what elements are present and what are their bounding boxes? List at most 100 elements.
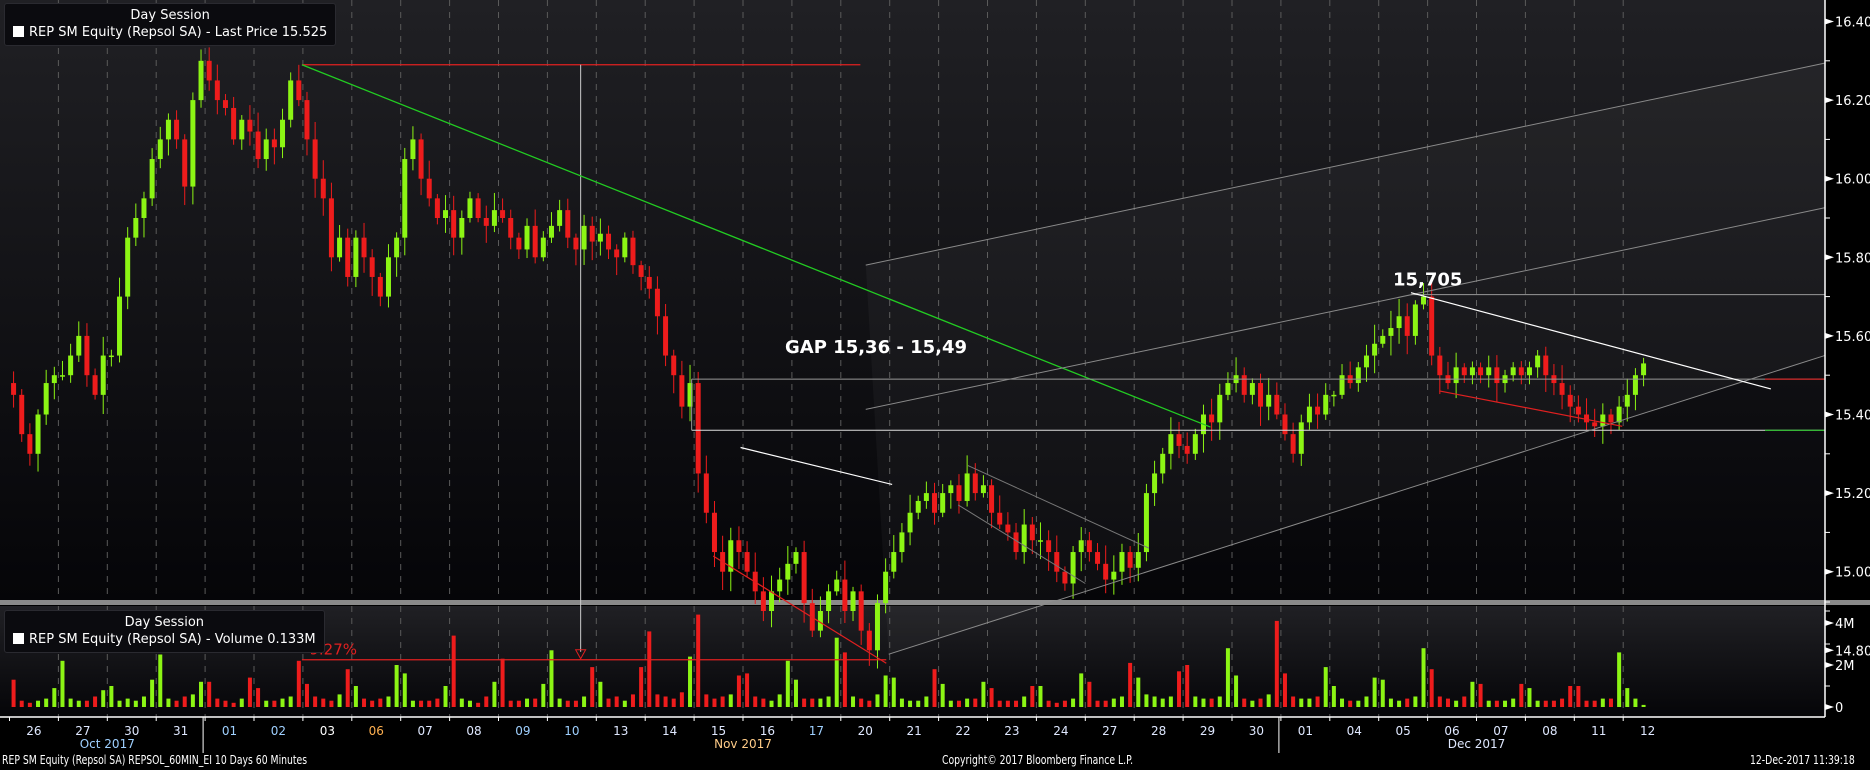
drop-arrow-icon bbox=[574, 649, 587, 660]
volume-bar bbox=[362, 698, 367, 707]
candle-body bbox=[1054, 552, 1060, 572]
candle-body bbox=[1624, 394, 1630, 407]
panel-divider[interactable] bbox=[0, 600, 1870, 605]
volume-bar bbox=[1348, 700, 1353, 707]
candle-body bbox=[304, 100, 310, 140]
candle-body bbox=[842, 579, 848, 611]
volume-bar bbox=[1356, 700, 1361, 707]
date-tick-label: 01 bbox=[1298, 724, 1313, 738]
candle-body bbox=[1600, 414, 1606, 427]
volume-bar bbox=[288, 696, 293, 707]
candle-body bbox=[239, 119, 245, 140]
date-tick-label: 03 bbox=[320, 724, 335, 738]
candle-body bbox=[834, 579, 840, 592]
candle-body bbox=[581, 225, 587, 250]
volume-bar bbox=[573, 700, 578, 707]
flag-upper-line bbox=[967, 465, 1150, 549]
candle-body bbox=[394, 237, 400, 258]
volume-bar bbox=[1560, 698, 1565, 707]
volume-bar bbox=[133, 700, 138, 707]
candle-body bbox=[1315, 406, 1321, 415]
volume-bar bbox=[370, 700, 375, 707]
candle-body bbox=[296, 80, 302, 101]
volume-bar bbox=[1568, 686, 1573, 707]
price-tick-icon bbox=[1825, 18, 1834, 25]
volume-bar bbox=[1144, 694, 1149, 707]
candle-body bbox=[483, 218, 489, 226]
month-label: Dec 2017 bbox=[1448, 737, 1506, 751]
volume-bar bbox=[125, 698, 130, 707]
candle-body bbox=[899, 532, 905, 553]
volume-bar bbox=[1168, 696, 1173, 707]
candle-body bbox=[1160, 453, 1166, 474]
wedge-lower-line bbox=[712, 555, 887, 664]
candle-body bbox=[654, 288, 660, 317]
volume-bar bbox=[60, 660, 65, 707]
date-tick-label: 30 bbox=[1249, 724, 1264, 738]
candle-body bbox=[410, 139, 416, 160]
volume-bar bbox=[883, 675, 888, 707]
candle-body bbox=[866, 630, 872, 651]
candle-body bbox=[1380, 335, 1386, 344]
volume-bar bbox=[1511, 698, 1516, 707]
price-tick-icon bbox=[1825, 175, 1834, 182]
candle-body bbox=[923, 493, 929, 501]
volume-bar bbox=[182, 696, 187, 707]
candle-body bbox=[532, 225, 538, 258]
candle-body bbox=[557, 210, 563, 226]
volume-bar bbox=[1217, 696, 1222, 707]
volume-bar bbox=[500, 658, 505, 707]
volume-bar bbox=[141, 696, 146, 707]
volume-tick-icon bbox=[1825, 704, 1834, 710]
volume-bar bbox=[166, 698, 171, 707]
candle-body bbox=[1567, 394, 1573, 407]
candle-body bbox=[500, 210, 506, 218]
candle-body bbox=[1241, 375, 1247, 395]
volume-bar bbox=[1494, 700, 1499, 707]
candle-body bbox=[100, 355, 106, 395]
footer-timestamp: 12-Dec-2017 11:39:18 bbox=[1750, 753, 1855, 767]
candle-body bbox=[711, 512, 717, 553]
price-tick-label: 15.40 bbox=[1835, 409, 1870, 424]
candle-body bbox=[1046, 540, 1052, 553]
candle-body bbox=[997, 512, 1003, 525]
price-tick-icon bbox=[1825, 97, 1834, 104]
volume-bar bbox=[663, 696, 668, 707]
candle-body bbox=[312, 139, 318, 179]
volume-bar bbox=[639, 667, 644, 707]
volume-bar bbox=[1364, 696, 1369, 707]
price-legend-session: Day Session bbox=[130, 8, 210, 23]
candle-body bbox=[956, 485, 962, 501]
candle-body bbox=[1437, 355, 1443, 376]
volume-bar bbox=[1209, 698, 1214, 707]
candle-body bbox=[320, 178, 326, 199]
volume-bar bbox=[704, 694, 709, 707]
volume-bar bbox=[1380, 679, 1385, 707]
volume-bar bbox=[1177, 671, 1182, 707]
candles bbox=[11, 47, 1647, 669]
candle-body bbox=[1029, 524, 1035, 541]
dec-upper-line bbox=[1410, 292, 1772, 390]
volume-bar bbox=[834, 637, 839, 707]
volume-bar bbox=[1323, 667, 1328, 707]
date-tick-label: 16 bbox=[760, 724, 775, 738]
volume-bar bbox=[867, 700, 872, 707]
date-tick-label: 26 bbox=[26, 724, 41, 738]
candle-body bbox=[1119, 552, 1125, 572]
volume-bar bbox=[997, 700, 1002, 707]
volume-bar bbox=[1470, 681, 1475, 707]
candle-body bbox=[516, 237, 522, 250]
candle-body bbox=[1510, 367, 1516, 376]
candle-body bbox=[353, 237, 359, 277]
candle-body bbox=[1592, 422, 1598, 427]
date-tick-label: 20 bbox=[858, 724, 873, 738]
volume-bar bbox=[476, 702, 481, 707]
candle-body bbox=[1168, 434, 1174, 454]
volume-bar bbox=[467, 700, 472, 707]
wedge-upper-line bbox=[740, 446, 893, 486]
candle-body bbox=[271, 139, 277, 148]
volume-bar bbox=[231, 702, 236, 707]
candle-body bbox=[108, 355, 114, 358]
volume-bar bbox=[1030, 686, 1035, 707]
